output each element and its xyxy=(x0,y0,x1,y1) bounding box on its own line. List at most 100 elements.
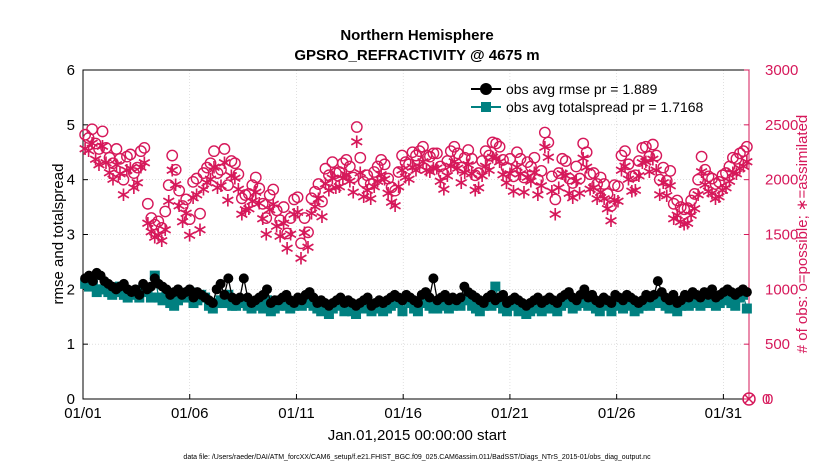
assimilated-obs-point: ∗ xyxy=(672,209,689,233)
assimilated-obs-point: ∗ xyxy=(237,197,254,221)
possible-obs-point xyxy=(396,149,408,162)
spread-point xyxy=(169,300,180,311)
assimilated-obs-point: ∗ xyxy=(376,166,393,190)
right-y-tick-label: 500 xyxy=(765,336,790,353)
possible-obs-point xyxy=(340,154,353,166)
possible-obs-point xyxy=(424,150,436,163)
assimilated-obs-point: ∗ xyxy=(599,196,616,220)
assimilated-obs-point: ∗ xyxy=(328,175,345,199)
assimilated-obs-point: ∗ xyxy=(404,154,421,178)
x-tick-label: 01/26 xyxy=(598,405,636,422)
zero-obs-circle-icon xyxy=(742,392,756,406)
possible-obs-point xyxy=(302,226,314,239)
spread-point xyxy=(501,306,512,317)
possible-obs-point xyxy=(134,145,147,158)
assimilated-obs-point: ∗ xyxy=(728,161,745,185)
assimilated-obs-point: ∗ xyxy=(390,174,407,198)
left-y-tick-label: 5 xyxy=(67,117,75,134)
assimilated-obs-point: ∗ xyxy=(575,146,592,170)
assimilated-obs-point: ∗ xyxy=(258,221,275,245)
assimilated-obs-point: ∗ xyxy=(98,150,115,174)
possible-obs-point xyxy=(291,191,304,204)
assimilated-obs-point: ∗ xyxy=(115,182,132,206)
possible-obs-point xyxy=(312,178,325,190)
possible-obs-point xyxy=(141,197,154,210)
assimilated-obs-point: ∗ xyxy=(282,221,299,245)
assimilated-obs-point: ∗ xyxy=(132,154,149,178)
possible-obs-point xyxy=(650,149,663,162)
assimilated-obs-point: ∗ xyxy=(244,188,261,212)
assimilated-obs-point: ∗ xyxy=(432,169,449,193)
spread-point xyxy=(219,298,230,309)
assimilated-obs-point: ∗ xyxy=(714,177,731,201)
assimilated-obs-point: ∗ xyxy=(355,184,372,208)
assimilated-obs-point: ∗ xyxy=(658,183,675,207)
assimilated-obs-point: ∗ xyxy=(536,135,553,159)
assimilated-obs-point: ∗ xyxy=(613,158,630,182)
possible-obs-point xyxy=(298,212,311,224)
assimilated-obs-point: ∗ xyxy=(108,152,125,176)
assimilated-obs-point: ∗ xyxy=(387,193,404,217)
left-y-tick-label: 1 xyxy=(67,336,75,353)
spread-point xyxy=(730,300,741,311)
possible-obs-point xyxy=(281,227,294,240)
possible-obs-point xyxy=(260,212,273,224)
possible-obs-point xyxy=(552,167,565,179)
possible-obs-point xyxy=(427,147,440,160)
assimilated-obs-point: ∗ xyxy=(251,191,268,215)
possible-obs-point xyxy=(573,172,586,185)
assimilated-obs-point: ∗ xyxy=(721,169,738,193)
assimilated-obs-point: ∗ xyxy=(80,138,97,162)
assimilated-obs-point: ∗ xyxy=(227,165,244,189)
spread-point xyxy=(486,300,497,311)
assimilated-obs-point: ∗ xyxy=(442,153,459,177)
assimilated-obs-point: ∗ xyxy=(557,163,574,187)
possible-obs-point xyxy=(357,175,370,188)
rmse-point xyxy=(234,292,245,303)
assimilated-obs-point: ∗ xyxy=(589,186,606,210)
assimilated-obs-point: ∗ xyxy=(550,175,567,199)
possible-obs-point xyxy=(681,202,694,215)
left-y-tick-label: 4 xyxy=(67,172,75,189)
spread-point xyxy=(664,303,675,314)
spread-point xyxy=(296,300,307,311)
possible-obs-point xyxy=(284,212,297,224)
assimilated-obs-point: ∗ xyxy=(415,149,432,173)
assimilated-obs-point: ∗ xyxy=(362,186,379,210)
assimilated-obs-point: ∗ xyxy=(324,165,341,189)
assimilated-obs-point: ∗ xyxy=(516,180,533,204)
assimilated-obs-point: ∗ xyxy=(585,175,602,199)
assimilated-obs-point: ∗ xyxy=(401,166,418,190)
possible-obs-point xyxy=(490,137,503,150)
spread-point xyxy=(606,306,617,317)
right-y-tick-label: 2500 xyxy=(765,117,798,134)
assimilated-obs-point: ∗ xyxy=(206,154,223,178)
possible-obs-point xyxy=(448,140,461,153)
possible-obs-point xyxy=(305,192,318,205)
assimilated-obs-point: ∗ xyxy=(345,180,362,204)
spread-point xyxy=(351,309,362,320)
possible-obs-point xyxy=(545,170,558,183)
possible-obs-point xyxy=(483,149,496,162)
spread-point xyxy=(722,292,733,303)
possible-obs-point xyxy=(657,161,670,174)
rmse-point xyxy=(219,289,230,300)
possible-obs-point xyxy=(632,155,645,167)
right-y-tick-label: 0 xyxy=(765,391,773,408)
possible-obs-point xyxy=(535,164,548,177)
possible-obs-point xyxy=(378,158,391,171)
assimilated-obs-point: ∗ xyxy=(122,156,139,180)
assimilated-obs-point: ∗ xyxy=(129,170,146,194)
rmse-point xyxy=(184,284,195,295)
assimilated-obs-point: ∗ xyxy=(502,161,519,185)
possible-obs-point xyxy=(605,200,617,212)
spread-point xyxy=(672,306,683,317)
spread-point xyxy=(474,306,485,317)
possible-obs-point xyxy=(162,179,175,192)
x-tick-label: 01/06 xyxy=(171,405,209,422)
assimilated-obs-point: ∗ xyxy=(265,192,282,216)
assimilated-obs-point: ∗ xyxy=(533,173,550,197)
spread-point xyxy=(625,300,636,311)
assimilated-obs-point: ∗ xyxy=(314,204,331,228)
assimilated-obs-point: ∗ xyxy=(488,146,505,170)
